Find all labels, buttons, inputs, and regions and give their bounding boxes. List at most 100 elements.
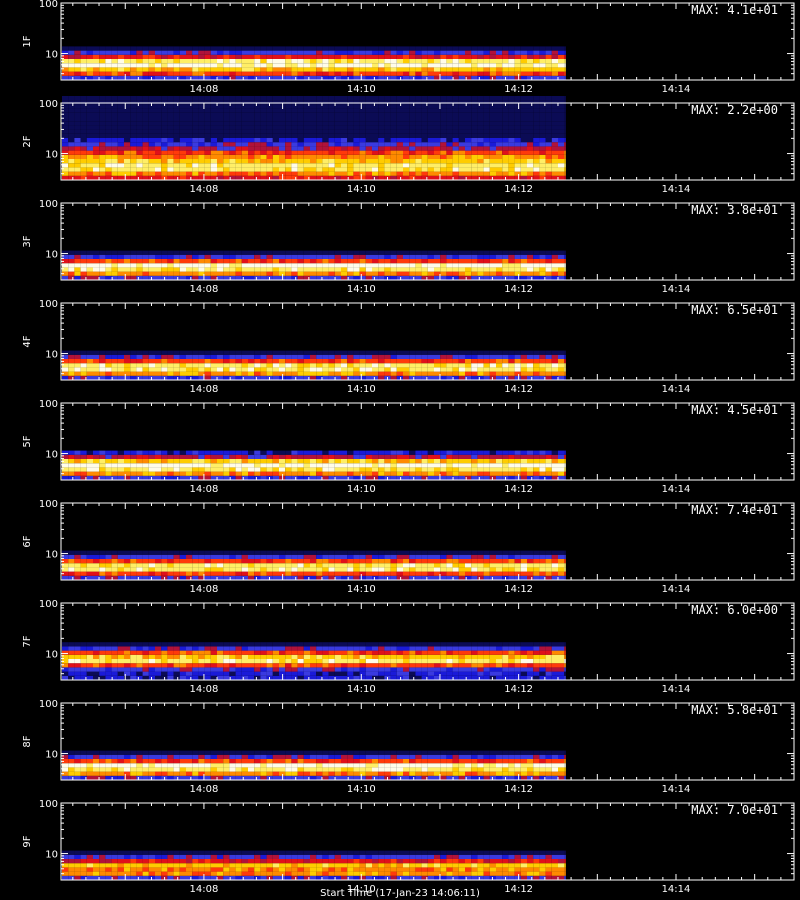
heatmap-cell (316, 117, 323, 122)
heatmap-cell (86, 567, 93, 572)
heatmap-cell (148, 71, 155, 76)
heatmap-cell (520, 475, 527, 480)
heatmap-cell (297, 129, 304, 134)
heatmap-cell (477, 150, 484, 155)
heatmap-cell (68, 250, 75, 255)
heatmap-cell (254, 117, 261, 122)
heatmap-cell (558, 267, 565, 272)
heatmap-cell (558, 121, 565, 126)
heatmap-cell (384, 125, 391, 130)
heatmap-cell (359, 154, 366, 159)
heatmap-cell (558, 163, 565, 168)
heatmap-cell (496, 138, 503, 143)
heatmap-cell (260, 129, 267, 134)
heatmap-cell (155, 475, 162, 480)
heatmap-cell (452, 167, 459, 172)
heatmap-cell (173, 154, 180, 159)
heatmap-cell (93, 117, 100, 122)
heatmap-cell (130, 563, 137, 568)
heatmap-cell (496, 471, 503, 476)
heatmap-cell (322, 375, 329, 380)
heatmap-cell (427, 363, 434, 368)
heatmap-cell (483, 150, 490, 155)
heatmap-cell (539, 254, 546, 259)
heatmap-cell (545, 267, 552, 272)
heatmap-cell (477, 463, 484, 468)
heatmap-cell (93, 263, 100, 268)
heatmap-cell (347, 459, 354, 464)
heatmap-cell (316, 167, 323, 172)
heatmap-cell (458, 259, 465, 264)
heatmap-cell (192, 371, 199, 376)
heatmap-cell (62, 154, 69, 159)
heatmap-cell (117, 146, 124, 151)
heatmap-cell (99, 275, 106, 280)
heatmap-cell (74, 463, 81, 468)
heatmap-cell (285, 350, 292, 355)
heatmap-cell (198, 71, 205, 76)
heatmap-cell (303, 108, 310, 113)
heatmap-cell (62, 150, 69, 155)
heatmap-cell (179, 563, 186, 568)
heatmap-cell (353, 63, 360, 68)
heatmap-cell (502, 112, 509, 117)
heatmap-cell (93, 112, 100, 117)
heatmap-cell (465, 271, 472, 276)
heatmap-cell (527, 96, 534, 101)
heatmap-cell (353, 471, 360, 476)
heatmap-cell (74, 138, 81, 143)
heatmap-cell (297, 46, 304, 51)
heatmap-cell (310, 467, 317, 472)
heatmap-cell (316, 146, 323, 151)
y-tick-label: 100 (39, 299, 58, 310)
heatmap-cell (241, 129, 248, 134)
heatmap-cell (179, 54, 186, 59)
heatmap-cell (62, 359, 69, 364)
heatmap-cell (217, 254, 224, 259)
x-tick-label: 14:10 (347, 384, 376, 395)
heatmap-cell (173, 554, 180, 559)
heatmap-cell (198, 375, 205, 380)
heatmap-cell (272, 63, 279, 68)
heatmap-cell (99, 459, 106, 464)
heatmap-cell (179, 354, 186, 359)
heatmap-cell (155, 554, 162, 559)
heatmap-cell (440, 267, 447, 272)
heatmap-cell (489, 67, 496, 72)
heatmap-cell (390, 267, 397, 272)
heatmap-cell (192, 142, 199, 147)
heatmap-cell (235, 54, 242, 59)
heatmap-cell (421, 112, 428, 117)
heatmap-cell (167, 59, 174, 64)
heatmap-cell (297, 100, 304, 105)
heatmap-cell (80, 354, 87, 359)
heatmap-cell (365, 146, 372, 151)
heatmap-cell (533, 263, 540, 268)
heatmap-cell (310, 250, 317, 255)
heatmap-cell (558, 50, 565, 55)
heatmap-cell (93, 71, 100, 76)
heatmap-cell (210, 267, 217, 272)
heatmap-cell (564, 75, 566, 80)
heatmap-cell (241, 150, 248, 155)
heatmap-cell (136, 46, 143, 51)
heatmap-cell (390, 133, 397, 138)
heatmap-cell (502, 259, 509, 264)
heatmap-cell (62, 175, 69, 180)
heatmap-cell (446, 475, 453, 480)
heatmap-cell (496, 271, 503, 276)
heatmap-cell (93, 159, 100, 164)
heatmap-cell (192, 475, 199, 480)
heatmap-cell (93, 67, 100, 72)
heatmap-cell (372, 263, 379, 268)
heatmap-cell (291, 108, 298, 113)
heatmap-cell (446, 267, 453, 272)
heatmap-cell (266, 254, 273, 259)
heatmap-cell (365, 250, 372, 255)
heatmap-cell (359, 133, 366, 138)
heatmap-cell (223, 104, 230, 109)
heatmap-cell (241, 471, 248, 476)
heatmap-cell (359, 71, 366, 76)
heatmap-cell (161, 63, 168, 68)
heatmap-cell (477, 459, 484, 464)
